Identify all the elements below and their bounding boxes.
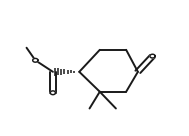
- Polygon shape: [50, 91, 56, 95]
- Polygon shape: [150, 54, 155, 58]
- Polygon shape: [33, 58, 38, 62]
